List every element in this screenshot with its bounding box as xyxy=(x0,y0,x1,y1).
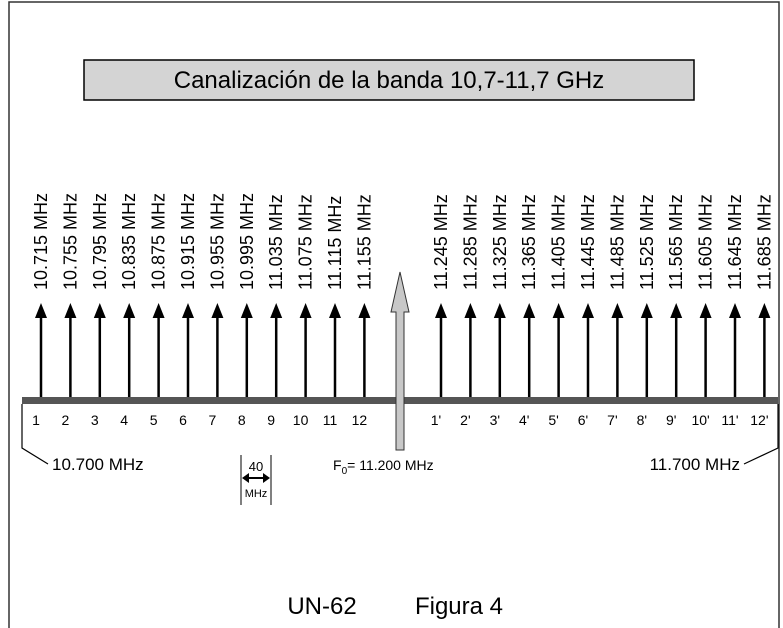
channel-frequency: 11.245 MHz xyxy=(431,194,451,290)
channel-arrow-head xyxy=(758,303,771,318)
spacing-value: 40 xyxy=(249,459,263,474)
channel-frequency: 10.995 MHz xyxy=(237,193,257,290)
channel-arrow-head xyxy=(329,303,341,318)
channel-frequency: 11.365 MHz xyxy=(519,194,539,290)
channel-number: 9 xyxy=(267,412,275,428)
channel-arrow-head xyxy=(240,303,253,318)
channel-number: 2 xyxy=(62,412,70,428)
channel-frequency: 11.035 MHz xyxy=(266,194,286,290)
center-label: F0= 11.200 MHz xyxy=(333,457,434,477)
channel-arrow-head xyxy=(270,303,283,318)
channel-arrow-head xyxy=(152,303,165,318)
channel-number: 8' xyxy=(637,412,647,428)
title-box xyxy=(83,59,695,101)
channel-frequency: 10.715 MHz xyxy=(31,193,51,290)
channel-number: 9' xyxy=(666,412,676,428)
channel-frequency: 11.285 MHz xyxy=(460,194,480,290)
channel-arrow-head xyxy=(582,303,594,318)
channel-arrow-head xyxy=(299,303,312,318)
channel-number: 2' xyxy=(460,412,470,428)
channel-number: 11 xyxy=(323,412,338,428)
right-edge-label: 11.700 MHz xyxy=(650,455,740,474)
title: Canalización de la banda 10,7-11,7 GHz xyxy=(174,67,605,94)
channel-arrow-head xyxy=(464,303,477,318)
channel-frequency: 11.075 MHz xyxy=(296,194,316,290)
channel-frequency: 11.115 MHz xyxy=(325,196,345,290)
channel-frequency: 10.835 MHz xyxy=(119,193,139,290)
channel-number: 6 xyxy=(179,412,187,428)
channel-number: 3' xyxy=(490,412,500,428)
channel-frequency: 11.565 MHz xyxy=(666,194,686,290)
center-symbol: F xyxy=(333,457,342,473)
channel-arrow-head xyxy=(729,303,741,318)
channel-number: 10 xyxy=(293,412,309,428)
channel-frequency: 11.405 MHz xyxy=(549,194,569,290)
channel-number: 5' xyxy=(548,412,558,428)
channel-arrow-head xyxy=(523,303,536,318)
left-edge-label: 10.700 MHz xyxy=(52,455,144,474)
channel-frequency: 10.795 MHz xyxy=(90,193,110,290)
center-subscript: 0 xyxy=(342,466,348,477)
channel-frequency: 10.915 MHz xyxy=(178,193,198,290)
caption-figure: Figura 4 xyxy=(415,593,503,620)
channel-number: 8 xyxy=(238,412,246,428)
channel-number: 11' xyxy=(721,412,738,428)
channel-arrow-head xyxy=(611,303,624,318)
channel-arrow-head xyxy=(123,303,136,318)
channel-arrow-head xyxy=(435,303,447,318)
frame xyxy=(8,1,780,628)
channel-arrow-head xyxy=(35,303,47,318)
channel-number: 12' xyxy=(750,412,768,428)
channel-arrow-head xyxy=(211,303,224,318)
center-arrow xyxy=(390,271,410,451)
channel-number: 4 xyxy=(120,412,128,428)
channel-frequency: 10.875 MHz xyxy=(149,193,169,290)
spacing-arrow-head xyxy=(263,473,270,483)
channel-frequency: 11.645 MHz xyxy=(725,194,745,290)
channel-frequency: 11.325 MHz xyxy=(490,194,510,290)
channel-number: 6' xyxy=(578,412,588,428)
channel-arrow-head xyxy=(699,303,712,318)
spacing-arrow-head xyxy=(242,473,249,483)
caption-code: UN-62 xyxy=(287,593,356,620)
channel-number: 1 xyxy=(32,412,40,428)
channel-frequency: 10.755 MHz xyxy=(60,193,80,290)
channel-number: 7' xyxy=(607,412,617,428)
channel-number: 7 xyxy=(209,412,217,428)
channel-arrow-head xyxy=(358,303,371,318)
channel-frequency: 11.485 MHz xyxy=(607,194,627,290)
channel-arrow-head xyxy=(182,303,194,318)
channel-arrow-head xyxy=(640,303,653,318)
channel-arrow-head xyxy=(552,303,565,318)
channel-frequency: 11.685 MHz xyxy=(754,194,774,290)
channel-frequency: 11.605 MHz xyxy=(696,194,716,290)
channel-frequency: 11.155 MHz xyxy=(354,194,374,290)
right-bracket xyxy=(743,404,779,465)
center-value: = 11.200 MHz xyxy=(347,457,434,473)
channel-number: 3 xyxy=(91,412,99,428)
channel-frequency: 10.955 MHz xyxy=(207,193,227,290)
channel-number: 10' xyxy=(691,412,709,428)
channel-arrow-head xyxy=(93,303,106,318)
spacing-unit: MHz xyxy=(245,488,268,500)
channel-number: 1' xyxy=(431,412,441,428)
channel-frequency: 11.445 MHz xyxy=(578,194,598,290)
channel-arrow-head xyxy=(64,303,77,318)
channel-number: 4' xyxy=(519,412,529,428)
channel-number: 12 xyxy=(352,412,368,428)
channel-arrow-head xyxy=(670,303,683,318)
channel-frequency: 11.525 MHz xyxy=(637,194,657,290)
channel-arrow-head xyxy=(493,303,506,318)
channel-number: 5 xyxy=(150,412,158,428)
left-bracket xyxy=(21,404,49,465)
